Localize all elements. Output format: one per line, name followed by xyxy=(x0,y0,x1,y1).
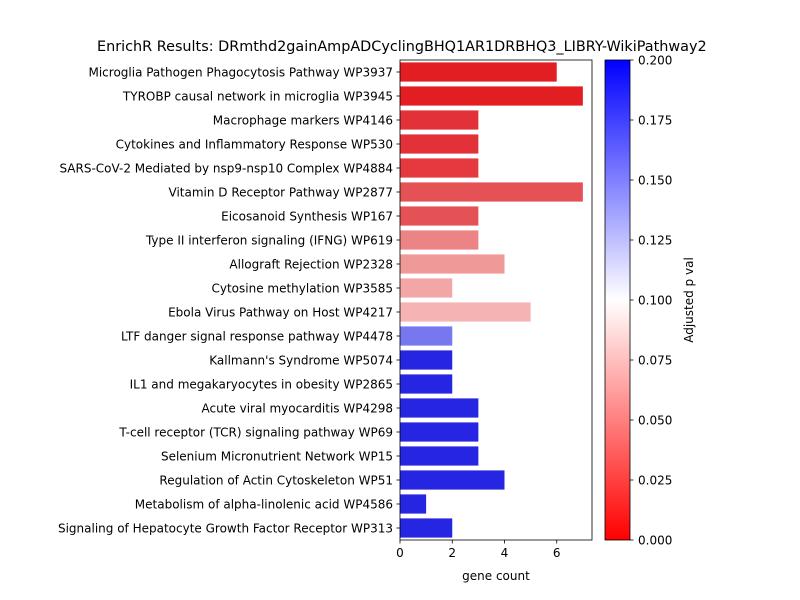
y-tick-label: Vitamin D Receptor Pathway WP2877 xyxy=(169,185,394,199)
y-tick-label: Allograft Rejection WP2328 xyxy=(229,257,393,271)
bar xyxy=(400,518,453,538)
y-tick-label: LTF danger signal response pathway WP447… xyxy=(121,329,393,343)
x-tick-label: 2 xyxy=(448,546,456,560)
bar xyxy=(400,110,479,130)
y-tick-label: T-cell receptor (TCR) signaling pathway … xyxy=(118,425,393,439)
y-tick-label: Microglia Pathogen Phagocytosis Pathway … xyxy=(88,65,393,79)
y-tick-label: Signaling of Hepatocyte Growth Factor Re… xyxy=(58,521,393,535)
bar xyxy=(400,398,479,418)
y-tick-label: Acute viral myocarditis WP4298 xyxy=(202,401,393,415)
colorbar-ticks: 0.000 0.025 0.050 0.075 0.100 0.125 0.150 0.175… xyxy=(630,53,672,547)
y-tick-label: Macrophage markers WP4146 xyxy=(213,113,393,127)
colorbar-tick-label: 0.175 xyxy=(638,113,672,127)
x-axis: 0 2 4 6 xyxy=(396,540,561,560)
colorbar xyxy=(604,59,631,541)
bar xyxy=(400,374,453,394)
bar xyxy=(400,230,479,250)
y-tick-label: Eicosanoid Synthesis WP167 xyxy=(221,209,393,223)
bar xyxy=(400,422,479,442)
colorbar-label: Adjusted p val xyxy=(682,257,696,343)
y-tick-label: TYROBP causal network in microglia WP394… xyxy=(122,89,393,103)
bar xyxy=(400,326,453,346)
y-tick-label: SARS-CoV-2 Mediated by nsp9-nsp10 Comple… xyxy=(59,161,393,175)
bars-group xyxy=(400,62,583,538)
colorbar-tick-label: 0.200 xyxy=(638,53,672,67)
y-tick-label: Kallmann's Syndrome WP5074 xyxy=(209,353,393,367)
bar xyxy=(400,254,505,274)
x-tick-label: 6 xyxy=(553,546,561,560)
x-axis-label: gene count xyxy=(462,569,530,583)
bar xyxy=(400,350,453,370)
bar xyxy=(400,86,583,106)
bar xyxy=(400,134,479,154)
bar xyxy=(400,278,453,298)
colorbar-tick-label: 0.050 xyxy=(638,413,672,427)
colorbar-tick-label: 0.150 xyxy=(638,173,672,187)
bar xyxy=(400,470,505,490)
plot-frame xyxy=(399,59,593,541)
y-tick-label: Cytokines and Inflammatory Response WP53… xyxy=(116,137,393,151)
colorbar-tick-label: 0.075 xyxy=(638,353,672,367)
bar xyxy=(400,206,479,226)
x-tick-label: 0 xyxy=(396,546,404,560)
chart-title: EnrichR Results: DRmthd2gainAmpADCycling… xyxy=(97,39,707,55)
y-tick-label: Selenium Micronutrient Network WP15 xyxy=(161,449,393,463)
colorbar-tick-label: 0.000 xyxy=(638,533,672,547)
bar xyxy=(400,446,479,466)
y-tick-label: Type II interferon signaling (IFNG) WP61… xyxy=(145,233,393,247)
bar xyxy=(400,494,427,514)
colorbar-tick-label: 0.100 xyxy=(638,293,672,307)
y-tick-label: IL1 and megakaryocytes in obesity WP2865 xyxy=(130,377,393,391)
y-tick-label: Regulation of Actin Cytoskeleton WP51 xyxy=(159,473,393,487)
y-tick-label: Metabolism of alpha-linolenic acid WP458… xyxy=(135,497,393,511)
x-tick-label: 4 xyxy=(501,546,509,560)
y-tick-label: Cytosine methylation WP3585 xyxy=(211,281,393,295)
bar xyxy=(400,158,479,178)
bar xyxy=(400,182,583,202)
bar xyxy=(400,62,557,82)
y-tick-labels: Microglia Pathogen Phagocytosis Pathway … xyxy=(58,65,400,535)
y-tick-label: Ebola Virus Pathway on Host WP4217 xyxy=(168,305,393,319)
colorbar-tick-label: 0.025 xyxy=(638,473,672,487)
colorbar-tick-label: 0.125 xyxy=(638,233,672,247)
bar xyxy=(400,302,531,322)
